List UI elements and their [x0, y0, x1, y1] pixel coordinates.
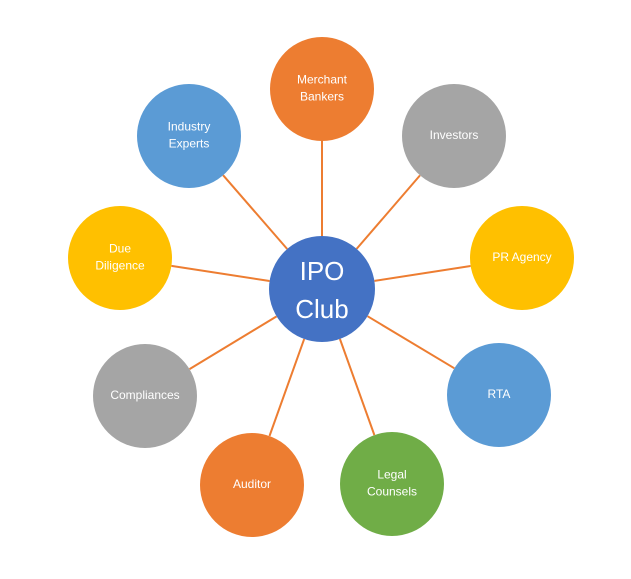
node-label-rta: RTA [488, 387, 511, 401]
outer-nodes: Merchant Bankers Investors PR Agency RTA Lega… [68, 37, 574, 537]
node-label-legal-counsels: Counsels [367, 485, 417, 499]
node-label-legal-counsels: Legal [377, 468, 406, 482]
node-pr-agency: PR Agency [470, 206, 574, 310]
node-circle-auditor [200, 433, 304, 537]
node-rta: RTA [447, 343, 551, 447]
node-auditor: Auditor [200, 433, 304, 537]
node-circle-rta [447, 343, 551, 447]
connector-legal-counsels [338, 338, 376, 436]
node-circle-industry-experts [137, 84, 241, 188]
connector-rta [366, 315, 455, 370]
node-label-merchant-bankers: Merchant [297, 73, 348, 87]
node-circle-investors [402, 84, 506, 188]
node-due-diligence: Due Diligence [68, 206, 172, 310]
node-compliances: Compliances [93, 344, 197, 448]
connector-pr-agency [374, 265, 471, 282]
node-circle-compliances [93, 344, 197, 448]
connectors [171, 141, 471, 437]
center-label-line-2: Club [295, 294, 348, 324]
node-label-industry-experts: Industry [168, 120, 211, 134]
node-label-merchant-bankers: Bankers [300, 90, 344, 104]
node-circle-legal-counsels [340, 432, 444, 536]
node-label-industry-experts: Experts [169, 137, 210, 151]
node-merchant-bankers: Merchant Bankers [270, 37, 374, 141]
node-circle-merchant-bankers [270, 37, 374, 141]
center-label-line-1: IPO [300, 256, 345, 286]
connector-investors [355, 174, 421, 250]
node-industry-experts: Industry Experts [137, 84, 241, 188]
node-circle-due-diligence [68, 206, 172, 310]
node-investors: Investors [402, 84, 506, 188]
node-label-due-diligence: Due [109, 242, 131, 256]
node-label-compliances: Compliances [110, 388, 179, 402]
node-label-investors: Investors [430, 128, 479, 142]
connector-auditor [268, 338, 306, 437]
connector-industry-experts [222, 174, 288, 250]
connector-compliances [188, 315, 278, 370]
node-label-due-diligence: Diligence [95, 259, 145, 273]
node-legal-counsels: Legal Counsels [340, 432, 444, 536]
connector-due-diligence [171, 264, 270, 282]
center-circle [269, 236, 375, 342]
node-label-auditor: Auditor [233, 477, 271, 491]
node-label-pr-agency: PR Agency [492, 250, 551, 264]
node-circle-pr-agency [470, 206, 574, 310]
center-hub: IPO Club [269, 236, 375, 342]
